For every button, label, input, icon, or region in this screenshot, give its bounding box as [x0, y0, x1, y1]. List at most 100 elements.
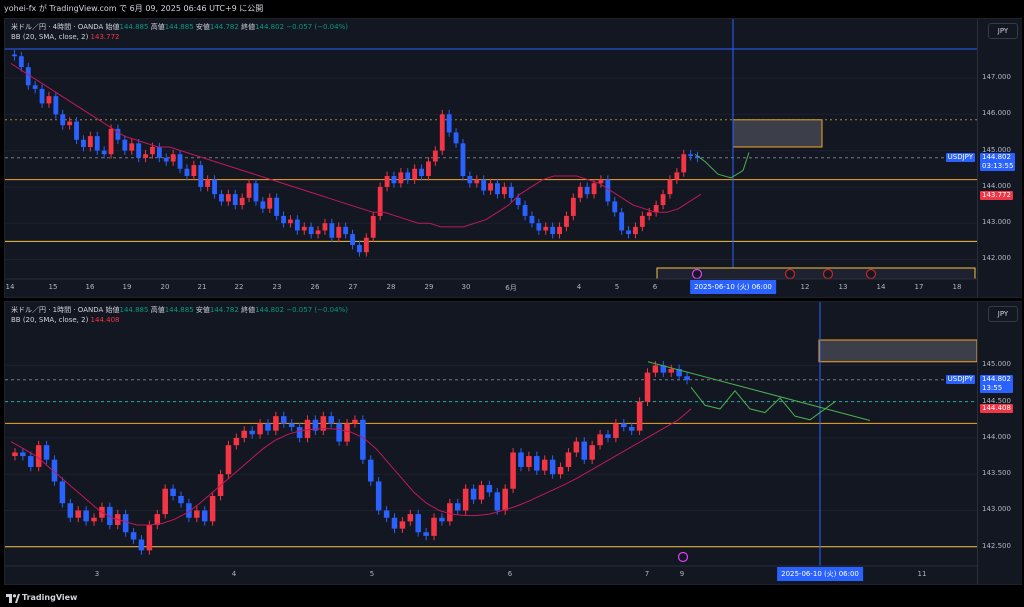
us-flag-icon: [822, 268, 834, 280]
currency-button[interactable]: JPY: [988, 23, 1018, 39]
price-tick-label: 143.500: [982, 469, 1011, 478]
price-chart-1h: [5, 302, 977, 567]
legend-close: 144.802: [255, 306, 285, 314]
candle-body: [201, 510, 208, 522]
price-tick-label: 145.000: [982, 145, 1011, 154]
footer-brand: TradingView: [22, 593, 78, 602]
price-tick-label: 145.000: [982, 360, 1011, 369]
candle-body: [377, 186, 383, 216]
candle-body: [688, 154, 694, 157]
legend-low-label: 安値: [195, 306, 210, 314]
candle-body: [108, 128, 114, 155]
candle-body: [684, 376, 690, 380]
candle-body: [526, 456, 532, 467]
candle-body: [541, 459, 548, 471]
projection-path: [694, 152, 750, 179]
candle-body: [495, 183, 500, 195]
candle-body: [67, 503, 74, 518]
candle-body: [315, 230, 321, 235]
price-axis-4h[interactable]: JPY 147.000 146.000 145.000 144.000 143.000 1…: [977, 19, 1022, 297]
candle-body: [412, 168, 418, 180]
legend-indicator-value: 144.408: [90, 316, 120, 324]
legend-symbol: 米ドル／円 · 1時間 · OANDA: [11, 306, 104, 314]
plot-area-4h[interactable]: 米ドル／円 · 4時間 · OANDA 始値144.885 高値144.885 …: [5, 19, 977, 297]
candle-body: [598, 179, 604, 184]
symbol-price-tag: USDJPY: [945, 374, 975, 384]
time-tick-label: 7: [644, 570, 650, 578]
candle-body: [75, 510, 81, 518]
candle-body: [681, 154, 687, 173]
candle-body: [570, 197, 576, 216]
candle-body: [12, 452, 18, 457]
time-tick-label: 22: [234, 283, 244, 291]
currency-button[interactable]: JPY: [988, 306, 1018, 322]
candle-body: [415, 514, 421, 533]
time-tick-label: 26: [310, 283, 320, 291]
candle-body: [107, 506, 113, 525]
plot-area-1h[interactable]: 米ドル／円 · 1時間 · OANDA 始値144.885 高値144.885 …: [5, 302, 977, 584]
time-tick-label: 9: [679, 570, 685, 578]
candle-body: [676, 369, 682, 377]
price-axis-1h[interactable]: JPY 145.000 144.500 144.000 143.500 143.000 1…: [977, 302, 1022, 584]
ohlc-legend-4h: 米ドル／円 · 4時間 · OANDA 始値144.885 高値144.885 …: [11, 22, 348, 42]
candle-body: [470, 488, 477, 500]
target-zone-box: [818, 339, 977, 363]
candle-body: [639, 215, 645, 227]
legend-indicator-value: 143.772: [90, 33, 120, 41]
candle-body: [184, 168, 190, 177]
time-tick-label: 23: [272, 283, 282, 291]
symbol-price-tag: USDJPY: [945, 152, 975, 162]
candle-body: [549, 459, 556, 475]
candle-body: [60, 114, 66, 126]
candle-body: [329, 223, 335, 238]
chart-panel-4h[interactable]: 米ドル／円 · 4時間 · OANDA 始値144.885 高値144.885 …: [4, 18, 1022, 298]
candle-body: [53, 96, 59, 115]
candle-body: [529, 215, 535, 224]
candle-body: [67, 121, 73, 126]
time-tick-label: 16: [85, 283, 95, 291]
candle-body: [543, 226, 549, 231]
tradingview-logo-icon: [6, 594, 20, 603]
bb-basis-line: [10, 63, 702, 228]
price-tick-label: 146.000: [982, 109, 1011, 118]
time-tick-label: 6: [652, 283, 658, 291]
legend-close-label: 終値: [241, 306, 256, 314]
candle-body: [628, 427, 635, 431]
legend-high: 144.885: [164, 23, 194, 31]
events-bar: [656, 267, 976, 280]
legend-symbol: 米ドル／円 · 4時間 · OANDA: [11, 23, 104, 31]
candle-body: [150, 146, 155, 155]
candle-body: [32, 85, 38, 89]
candle-body: [660, 194, 666, 206]
candle-body: [370, 215, 376, 238]
candle-body: [660, 365, 667, 373]
candle-body: [267, 197, 273, 209]
candle-body: [589, 445, 595, 460]
last-price-tag: 144.802 13:55: [980, 374, 1013, 393]
candle-body: [405, 172, 411, 180]
candle-body: [419, 168, 424, 177]
candle-body: [273, 416, 279, 431]
us-flag-icon: [865, 268, 877, 280]
candle-body: [375, 481, 382, 511]
time-tick-label: 14: [5, 283, 15, 291]
bb-basis-line: [10, 408, 692, 526]
candle-body: [474, 179, 480, 184]
candle-body: [257, 423, 263, 435]
legend-low: 144.782: [209, 306, 239, 314]
candle-body: [668, 369, 674, 373]
price-tick-label: 144.000: [982, 181, 1011, 190]
chart-panel-1h[interactable]: 米ドル／円 · 1時間 · OANDA 始値144.885 高値144.885 …: [4, 301, 1022, 585]
candle-body: [550, 226, 556, 235]
candle-body: [343, 226, 349, 235]
candle-body: [178, 495, 184, 504]
candle-body: [194, 510, 200, 518]
candle-body: [502, 488, 508, 511]
legend-open-label: 始値: [105, 23, 120, 31]
candle-body: [613, 423, 619, 438]
candle-body: [156, 146, 162, 158]
candle-body: [301, 226, 307, 231]
candle-body: [294, 219, 300, 231]
candle-body: [81, 139, 86, 147]
candle-body: [478, 485, 485, 500]
